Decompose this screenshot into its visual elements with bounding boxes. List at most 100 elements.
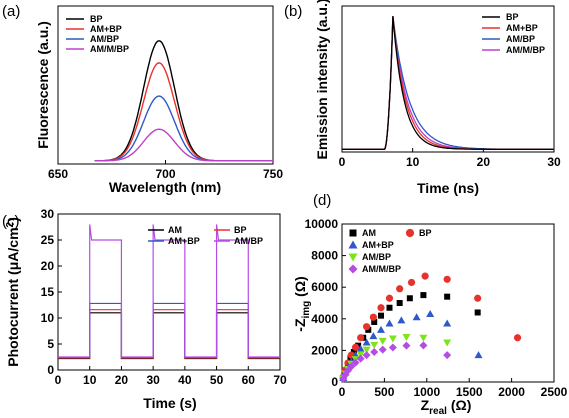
panel-c-ytick-label: 0 — [47, 363, 54, 377]
point-BP — [407, 278, 416, 287]
panel-d-legend: AM BP AM+BP AM/BP AM/M/BP — [348, 228, 432, 274]
point-AM/M/BP — [419, 341, 428, 350]
panel-c-xtick-label: 70 — [273, 373, 287, 387]
legend-label: BP — [506, 12, 519, 22]
panel-d-ylabel: -Zimg (Ω) — [292, 276, 312, 331]
legend-label: BP — [90, 14, 103, 24]
panel-d-xtick-label: 2000 — [498, 385, 525, 399]
point-AM — [350, 348, 357, 355]
legend-label: AM — [362, 228, 376, 238]
point-AM/M/BP — [356, 354, 365, 363]
panel-d-xtick-label: 500 — [374, 385, 394, 399]
panel-d-ytick-label: 0 — [331, 375, 338, 389]
panel-c-legend: AM BP AM+BP AM/BP — [148, 225, 263, 246]
legend-label: AM/BP — [506, 34, 535, 44]
point-AM — [444, 293, 451, 300]
panel-b-ticks: 0 10 20 30 — [339, 148, 561, 169]
legend-label: AM/BP — [362, 252, 391, 262]
panel-a-lines — [94, 40, 273, 162]
legend-label: AM/BP — [90, 34, 119, 44]
panel-d-xtick-label: 0 — [339, 385, 346, 399]
panel-b-frame — [341, 5, 555, 153]
point-AM/BP — [443, 339, 452, 347]
point-BP — [513, 334, 522, 342]
panel-c-xtick-label: 10 — [83, 373, 97, 387]
point-BP — [385, 294, 394, 302]
series-line-BP — [58, 309, 280, 359]
panel-d-xlabel: Zreal (Ω) — [421, 397, 472, 417]
point-BP — [357, 334, 365, 342]
point-AM/M/BP — [362, 351, 371, 360]
panel-c-ytick-label: 20 — [41, 259, 55, 273]
point-AM/M/BP — [351, 358, 360, 367]
point-AM — [420, 292, 427, 299]
panel-d-ytick-label: 6000 — [311, 280, 338, 294]
point-AM+BP — [443, 319, 452, 327]
panel-c: (c) 0 10 20 30 40 50 60 70 0 5 10 15 20 25 30 AM BP AM+B… — [2, 207, 287, 411]
panel-c-xtick-label: 20 — [115, 373, 129, 387]
panel-a-xtick-label: 750 — [263, 167, 283, 181]
panel-b-xtick-label: 0 — [339, 155, 346, 169]
panel-a-ylabel: Fluorescence (a.u.) — [35, 21, 51, 149]
point-AM/BP — [402, 333, 411, 341]
legend-label: AM+BP — [168, 236, 200, 246]
panel-c-lines — [58, 224, 280, 360]
panel-c-xtick-label: 50 — [210, 373, 224, 387]
legend-marker — [348, 264, 358, 274]
point-AM/M/BP — [388, 343, 397, 352]
point-AM/BP — [419, 334, 428, 342]
point-AM/BP — [370, 341, 379, 349]
point-AM/M/BP — [378, 345, 387, 354]
legend-marker — [348, 240, 358, 249]
panel-b-xtick-label: 20 — [477, 155, 491, 169]
legend-label: AM/M/BP — [90, 44, 129, 54]
panel-c-ylabel: Photocurrent (μA/cm2) — [5, 217, 21, 367]
point-AM+BP — [377, 325, 386, 333]
point-AM+BP — [362, 338, 371, 346]
legend-label: BP — [234, 225, 247, 235]
point-AM — [396, 300, 403, 306]
panel-c-xtick-label: 40 — [178, 373, 192, 387]
point-AM — [386, 304, 393, 311]
panel-d-xtick-label: 1000 — [413, 385, 440, 399]
point-AM/BP — [388, 335, 397, 343]
point-BP — [377, 304, 385, 312]
panel-c-ytick-label: 30 — [41, 207, 55, 221]
legend-label: AM+BP — [362, 240, 394, 250]
panel-a-tag: (a) — [2, 3, 20, 20]
point-AM/M/BP — [402, 341, 411, 350]
point-BP — [474, 294, 482, 302]
legend-label: AM/BP — [234, 236, 263, 246]
series-line-AM/BP — [58, 224, 280, 358]
legend-label: AM+BP — [90, 24, 122, 34]
point-AM+BP — [385, 319, 394, 327]
point-BP — [369, 313, 377, 321]
panel-c-tag: (c) — [2, 213, 20, 230]
point-AM — [474, 309, 481, 316]
legend-label: BP — [419, 228, 432, 238]
point-AM/BP — [378, 337, 387, 345]
legend-label: AM/M/BP — [362, 264, 401, 274]
point-AM/M/BP — [347, 362, 356, 371]
series-line-AM/M/BP — [94, 128, 273, 162]
legend-marker — [405, 228, 415, 238]
panel-d-ytick-label: 2000 — [311, 343, 338, 357]
panel-d-frame — [341, 223, 555, 383]
point-AM/M/BP — [443, 351, 452, 360]
panel-a-xlabel: Wavelength (nm) — [109, 179, 221, 195]
panel-d-ytick-label: 8000 — [311, 249, 338, 263]
series-line-AM+BP — [94, 62, 273, 162]
point-AM/M/BP — [370, 347, 379, 356]
panel-c-xtick-label: 0 — [55, 373, 62, 387]
point-BP — [362, 323, 371, 331]
point-AM — [406, 295, 413, 302]
panel-c-ticks: 0 10 20 30 40 50 60 70 0 5 10 15 20 25 30 — [41, 207, 287, 387]
point-BP — [351, 343, 360, 351]
panel-d-ytick-label: 4000 — [311, 312, 338, 326]
panel-a-xtick-label: 700 — [155, 167, 175, 181]
point-AM+BP — [397, 316, 406, 324]
